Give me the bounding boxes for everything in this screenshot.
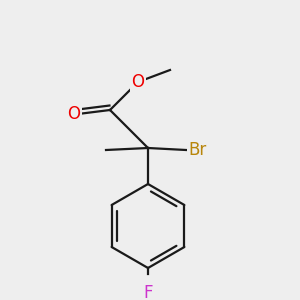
Text: O: O bbox=[131, 73, 145, 91]
Text: F: F bbox=[143, 284, 153, 300]
Text: O: O bbox=[68, 105, 80, 123]
Text: Br: Br bbox=[188, 141, 206, 159]
